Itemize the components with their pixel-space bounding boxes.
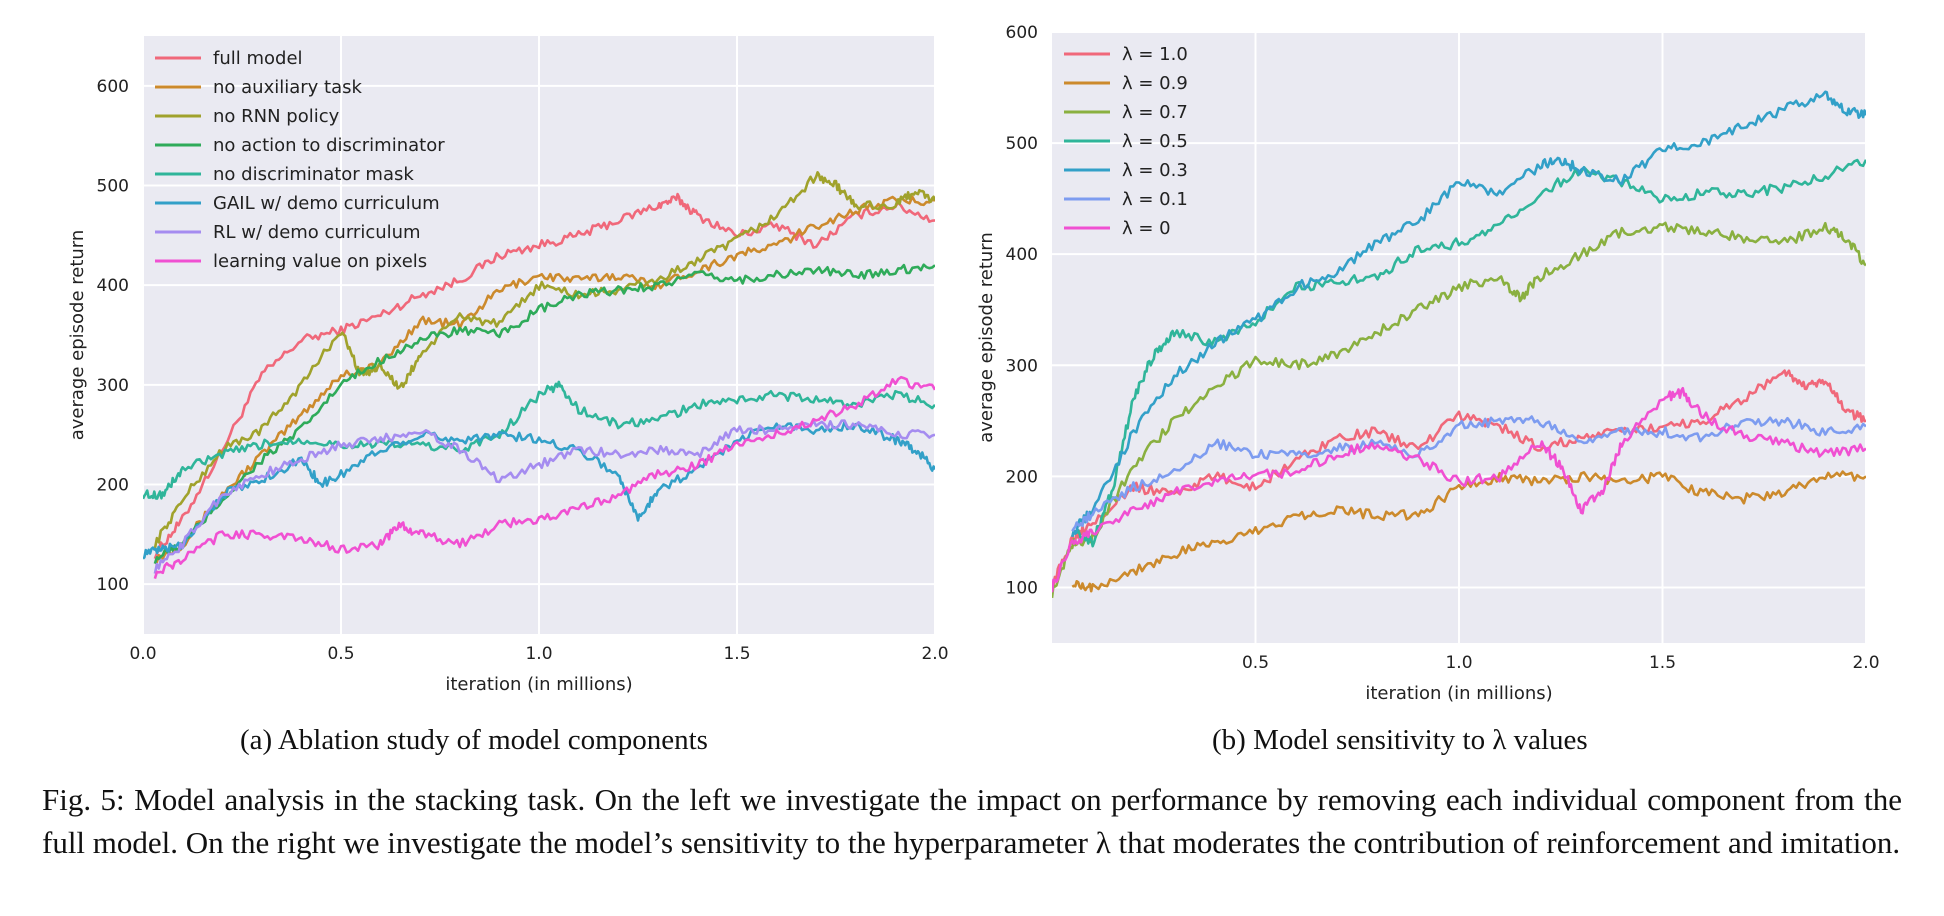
y-tick-label: 300 xyxy=(1006,356,1038,376)
series-line xyxy=(1071,158,1866,548)
series-line xyxy=(143,380,935,500)
legend-label: no RNN policy xyxy=(213,106,340,127)
series-line xyxy=(1052,369,1866,593)
series-lines xyxy=(143,171,935,579)
series-line xyxy=(1071,90,1866,538)
series-line xyxy=(153,192,935,560)
y-tick-label: 200 xyxy=(1006,467,1038,487)
y-tick-label: 100 xyxy=(97,575,129,595)
subcaption-b: (b) Model sensitivity to λ values xyxy=(1212,724,1588,756)
series-lines xyxy=(1052,90,1866,599)
x-tick-label: 2.0 xyxy=(921,644,948,664)
x-tick-label: 0.5 xyxy=(327,644,354,664)
legend: full model no auxiliary task no RNN policy… xyxy=(155,48,445,272)
legend-label: λ = 0.5 xyxy=(1122,131,1188,152)
series-line xyxy=(1052,386,1866,593)
legend-label: RL w/ demo curriculum xyxy=(213,222,421,243)
series-line xyxy=(153,375,935,579)
x-tick-label: 0.0 xyxy=(129,644,156,664)
y-tick-label: 500 xyxy=(1006,134,1038,154)
y-tick-label: 400 xyxy=(1006,245,1038,265)
x-axis-label: iteration (in millions) xyxy=(445,674,632,695)
y-tick-label: 600 xyxy=(97,77,129,97)
y-tick-label: 400 xyxy=(97,276,129,296)
legend-label: λ = 0.9 xyxy=(1122,73,1188,94)
legend-label: λ = 0.7 xyxy=(1122,102,1188,123)
legend-label: λ = 1.0 xyxy=(1122,44,1188,65)
figure-caption: Fig. 5: Model analysis in the stacking t… xyxy=(42,778,1902,864)
legend-label: full model xyxy=(213,48,303,69)
x-tick-label: 2.0 xyxy=(1852,653,1879,673)
y-axis-label: average episode return xyxy=(67,230,88,441)
legend-label: GAIL w/ demo curriculum xyxy=(213,193,440,214)
series-line xyxy=(1052,221,1866,599)
series-line xyxy=(153,171,935,549)
legend-label: no action to discriminator xyxy=(213,135,445,156)
series-line xyxy=(153,263,935,564)
y-tick-label: 600 xyxy=(1006,23,1038,43)
legend-label: λ = 0 xyxy=(1122,218,1171,239)
legend-label: no auxiliary task xyxy=(213,77,363,98)
series-line xyxy=(143,420,935,560)
x-tick-label: 1.0 xyxy=(1445,653,1472,673)
figure-label: Fig. 5: xyxy=(42,782,125,817)
y-tick-label: 200 xyxy=(97,476,129,496)
figure: 0.0 0.5 1.0 1.5 2.0 100 200 300 400 500 600 full mo… xyxy=(67,23,1880,704)
x-tick-label: 0.5 xyxy=(1242,653,1269,673)
legend-label: learning value on pixels xyxy=(213,251,427,272)
x-tick-label: 1.5 xyxy=(1649,653,1676,673)
chart-ablation: 0.0 0.5 1.0 1.5 2.0 100 200 300 400 500 600 full mo… xyxy=(67,36,949,695)
series-line xyxy=(154,195,935,565)
legend-label: λ = 0.1 xyxy=(1122,189,1188,210)
y-tick-label: 500 xyxy=(97,177,129,197)
y-axis-label: average episode return xyxy=(976,232,997,443)
x-tick-label: 1.5 xyxy=(723,644,750,664)
legend-label: no discriminator mask xyxy=(213,164,414,185)
subcaption-a: (a) Ablation study of model components xyxy=(240,724,708,756)
series-line xyxy=(1071,470,1866,593)
x-tick-label: 1.0 xyxy=(525,644,552,664)
legend: λ = 1.0 λ = 0.9 λ = 0.7 λ = 0.5 λ = 0.3 λ = 0… xyxy=(1064,44,1188,239)
y-tick-label: 100 xyxy=(1006,578,1038,598)
legend-label: λ = 0.3 xyxy=(1122,160,1188,181)
y-tick-label: 300 xyxy=(97,376,129,396)
x-axis-label: iteration (in millions) xyxy=(1365,683,1552,704)
caption-text: Model analysis in the stacking task. On … xyxy=(42,782,1902,860)
